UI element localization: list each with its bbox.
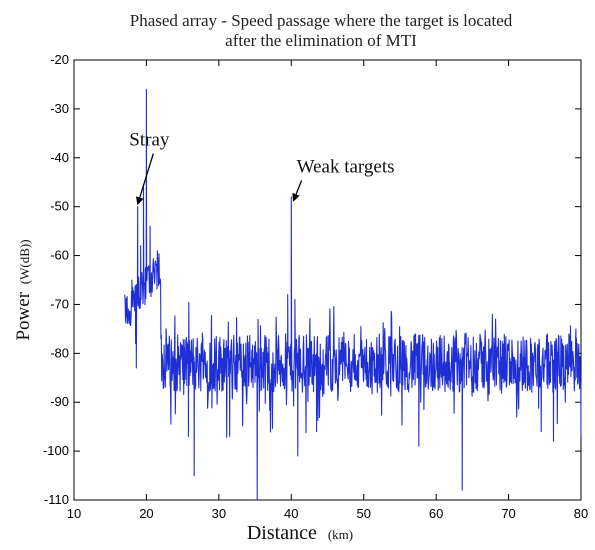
y-tick-label: -110 [44,492,69,507]
y-tick-label: -20 [50,52,69,67]
series-line [124,88,582,501]
y-tick-label: -30 [50,101,69,116]
chart-title-line1: Phased array - Speed passage where the t… [130,11,513,30]
x-axis-label: Distance (km) [247,522,353,544]
x-tick-label: 10 [67,506,81,521]
y-tick-label: -80 [50,345,69,360]
annotation-label-1: Weak targets [297,156,395,177]
y-axis-label-main: Power [13,291,34,340]
x-tick-label: 40 [284,506,298,521]
y-axis-label: Power (W(dB)) [13,239,34,340]
x-tick-label: 80 [574,506,588,521]
y-axis-label-unit: (W(dB)) [17,239,32,284]
x-tick-label: 20 [139,506,153,521]
annotation-label-0: Stray [129,130,170,151]
y-tick-label: -70 [50,296,69,311]
annotation-group: Stray Weak targets [129,130,395,206]
chart-title-line2: after the elimination of MTI [225,31,417,50]
plot-area-border [73,59,582,501]
x-axis-label-unit: (km) [328,527,353,542]
y-tick-label: -40 [50,150,69,165]
annotation-arrow-0 [135,153,154,206]
axes-frame [73,59,582,501]
x-tick-label: 70 [501,506,515,521]
y-tick-label: -100 [43,443,69,458]
y-tick-label: -90 [50,394,69,409]
x-tick-label: 50 [356,506,370,521]
tick-group: 10 20 30 40 50 60 70 80 -20 -30 -40 -50 -60 -70 -80 -90… [43,52,588,521]
x-axis-label-main: Distance [247,522,317,544]
x-tick-label: 60 [429,506,443,521]
series-group [124,88,582,501]
y-tick-label: -50 [50,199,69,214]
y-tick-label: -60 [50,248,69,263]
annotation-arrow-1 [292,180,303,202]
x-tick-label: 30 [212,506,226,521]
